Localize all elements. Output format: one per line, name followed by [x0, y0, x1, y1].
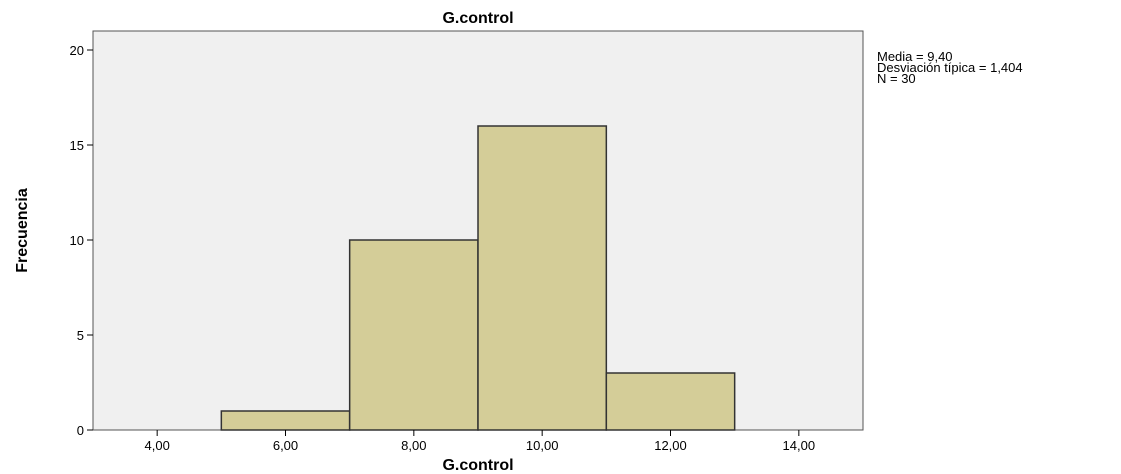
x-axis-label: G.control — [442, 457, 513, 474]
y-tick-label: 15 — [70, 138, 84, 153]
y-axis-label: Frecuencia — [14, 188, 31, 273]
statistics-legend: Media = 9,40 Desviación típica = 1,404 N… — [877, 49, 1023, 86]
x-tick-label: 14,00 — [783, 438, 816, 453]
stat-n: N = 30 — [877, 71, 916, 86]
stat-std-dev: Desviación típica = 1,404 — [877, 60, 1023, 75]
x-tick-label: 4,00 — [145, 438, 170, 453]
y-tick-label: 5 — [77, 328, 84, 343]
y-tick-label: 0 — [77, 423, 84, 438]
x-tick-label: 8,00 — [401, 438, 426, 453]
histogram-bar — [477, 125, 608, 431]
x-tick-label: 6,00 — [273, 438, 298, 453]
histogram-bar — [348, 239, 479, 431]
histogram-bar — [605, 372, 736, 431]
chart-title: G.control — [442, 10, 513, 27]
y-tick-label: 20 — [70, 43, 84, 58]
histogram-bar — [220, 410, 351, 431]
y-tick-label: 10 — [70, 233, 84, 248]
x-tick-label: 10,00 — [526, 438, 559, 453]
x-tick-label: 12,00 — [654, 438, 687, 453]
stat-mean: Media = 9,40 — [877, 49, 953, 64]
